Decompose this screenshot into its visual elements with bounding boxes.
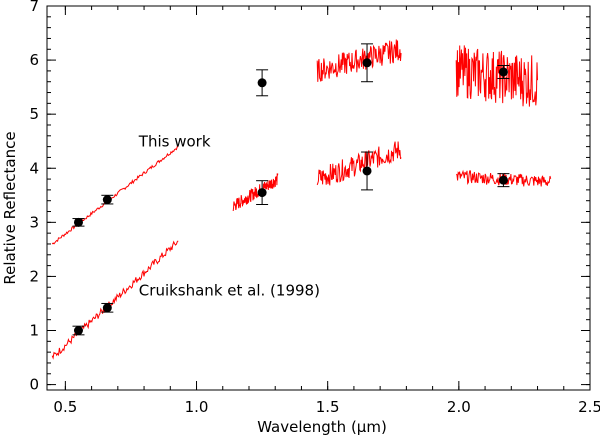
data-point-cruikshank-1998: [73, 326, 83, 336]
data-point-this-work: [73, 217, 83, 227]
x-axis-title: Wavelength (µm): [257, 418, 387, 436]
y-tick-label: 1: [29, 322, 39, 340]
data-point-this-work-upper: [362, 58, 372, 68]
x-tick-label: 1.5: [316, 398, 340, 416]
data-point-this-work: [362, 166, 372, 176]
spectra: [51, 39, 552, 360]
data-point-cruikshank-1998: [102, 303, 112, 313]
x-tick-label: 2.5: [578, 398, 600, 416]
y-tick-label: 3: [29, 213, 39, 231]
x-tick-label: 0.5: [53, 398, 77, 416]
plot-frame: [46, 5, 591, 391]
y-tick-label: 2: [29, 267, 39, 285]
y-tick-label: 6: [29, 51, 39, 69]
y-axis-title: Relative Reflectance: [1, 131, 19, 284]
photometry-points: [72, 43, 510, 336]
y-tick-label: 7: [29, 0, 39, 15]
spectrum-cruikshank-visible: [51, 240, 179, 360]
data-point-this-work: [102, 195, 112, 205]
spectrum-this-work-H: [316, 141, 402, 186]
data-point-this-work-upper: [498, 67, 508, 77]
axis-ticks: [47, 5, 591, 390]
data-point-this-work-upper: [257, 78, 267, 88]
x-tick-label: 2.0: [447, 398, 471, 416]
spectrum-this-work-J: [232, 173, 279, 212]
y-tick-label: 0: [29, 376, 39, 394]
tick-labels: 0.5 1.0 1.5 2.0 2.5 0 1 2 3 4 5 6 7: [29, 0, 600, 416]
spectrum-this-work-visible: [51, 145, 179, 245]
spectrum-upper-H: [316, 39, 402, 82]
annotation-label: This work: [138, 133, 211, 151]
y-tick-label: 4: [29, 159, 39, 177]
annotation-label: Cruikshank et al. (1998): [139, 281, 320, 299]
plot-border: [46, 5, 591, 391]
data-point-this-work: [498, 175, 508, 185]
y-tick-label: 5: [29, 105, 39, 123]
x-tick-label: 1.0: [185, 398, 209, 416]
data-point-this-work: [257, 188, 267, 198]
spectrum-upper-K: [455, 45, 538, 107]
annotations: This work Cruikshank et al. (1998): [138, 133, 320, 300]
